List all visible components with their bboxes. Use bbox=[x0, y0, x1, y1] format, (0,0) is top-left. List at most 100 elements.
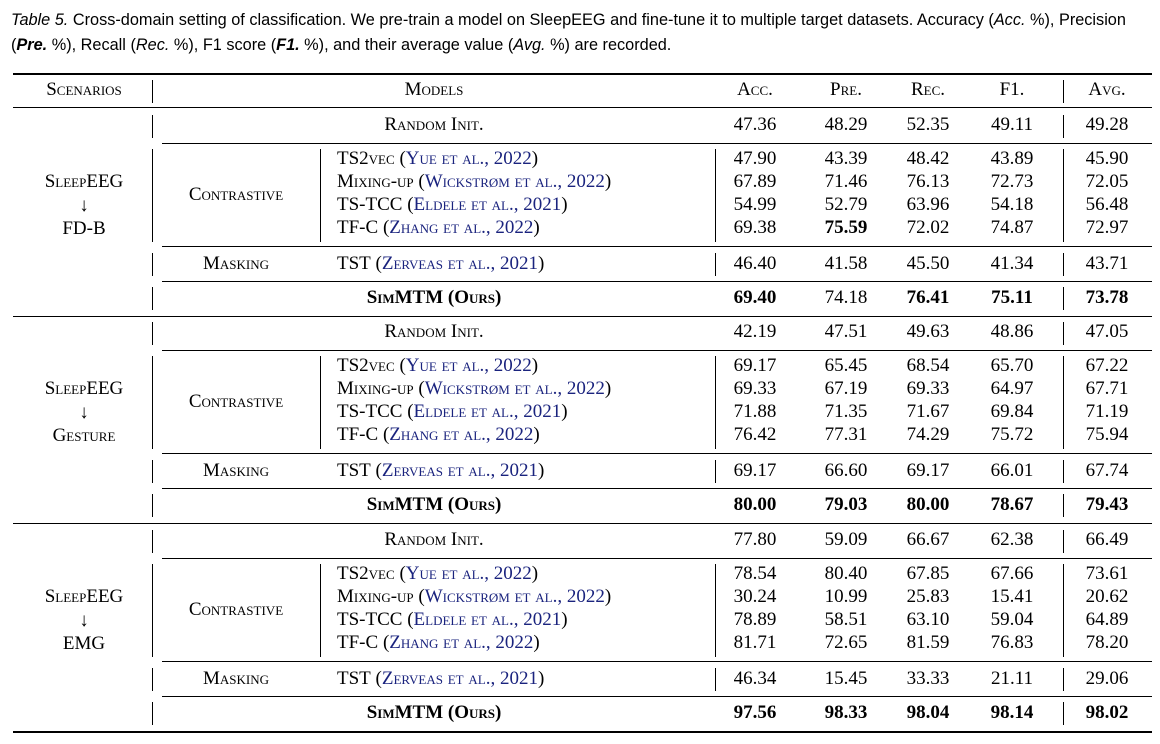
metric-cell: 72.97 bbox=[1085, 217, 1129, 239]
random-init-label: Random Init. bbox=[384, 114, 484, 135]
model-name-text: TS-TCC bbox=[337, 194, 403, 216]
metric-cell: 41.58 bbox=[824, 253, 868, 274]
metric-cell: 52.79 bbox=[824, 194, 868, 216]
scenario-label: SleepEEG bbox=[44, 378, 124, 399]
citation-link[interactable]: Wickstrøm et al., 2022 bbox=[424, 378, 605, 400]
citation-link[interactable]: Eldele et al., 2021 bbox=[413, 401, 562, 423]
column-divider bbox=[320, 356, 321, 449]
metric-cell: 79.03 bbox=[824, 494, 868, 515]
metric-cell: 66.67 bbox=[906, 529, 950, 550]
model-name: TS-TCC (Eldele et al., 2021) bbox=[337, 401, 568, 423]
metric-cell: 65.45 bbox=[824, 355, 868, 376]
metric-cell: 66.49 bbox=[1085, 529, 1129, 550]
metric-cell: 67.22 bbox=[1085, 355, 1129, 376]
metric-cell: 52.35 bbox=[906, 114, 950, 135]
metric-cell: 71.88 bbox=[733, 401, 777, 423]
ours-label: SimMTM (Ours) bbox=[366, 702, 502, 723]
model-name-text: TF-C bbox=[337, 217, 379, 239]
header-scenarios: Scenarios bbox=[46, 79, 122, 100]
metric-cell: 45.90 bbox=[1085, 148, 1129, 169]
model-name-text: TS-TCC bbox=[337, 609, 403, 631]
model-name: TF-C (Zhang et al., 2022) bbox=[337, 217, 540, 239]
caption-segment: Rec. bbox=[135, 36, 170, 54]
citation-link[interactable]: Zhang et al., 2022 bbox=[389, 424, 534, 446]
model-name-text: TF-C bbox=[337, 424, 379, 446]
column-divider bbox=[1063, 530, 1064, 553]
column-divider bbox=[152, 460, 153, 483]
metric-cell: 63.96 bbox=[906, 194, 950, 216]
random-init-label: Random Init. bbox=[384, 321, 484, 342]
citation-link[interactable]: Wickstrøm et al., 2022 bbox=[424, 171, 605, 193]
citation-link[interactable]: Yue et al., 2022 bbox=[405, 148, 532, 169]
column-divider bbox=[1063, 149, 1064, 242]
model-name-text: TST bbox=[337, 253, 371, 274]
column-divider bbox=[152, 322, 153, 345]
column-divider bbox=[152, 356, 153, 449]
citation-link[interactable]: Eldele et al., 2021 bbox=[413, 609, 562, 631]
scenario-label: SleepEEG bbox=[44, 586, 124, 607]
citation-link[interactable]: Zerveas et al., 2021 bbox=[381, 668, 538, 689]
metric-cell: 77.31 bbox=[824, 424, 868, 446]
column-divider bbox=[152, 149, 153, 242]
model-name: TS2vec (Yue et al., 2022) bbox=[337, 355, 539, 376]
random-init-label: Random Init. bbox=[384, 529, 484, 550]
citation-link[interactable]: Yue et al., 2022 bbox=[405, 563, 532, 584]
scenario-label: EMG bbox=[62, 633, 106, 654]
metric-cell: 67.89 bbox=[733, 171, 777, 193]
model-name: TS-TCC (Eldele et al., 2021) bbox=[337, 609, 568, 631]
metric-cell: 43.89 bbox=[990, 148, 1034, 169]
model-name: TS2vec (Yue et al., 2022) bbox=[337, 148, 539, 169]
citation-link[interactable]: Eldele et al., 2021 bbox=[413, 194, 562, 216]
metric-cell: 78.67 bbox=[990, 494, 1034, 515]
metric-cell: 59.09 bbox=[824, 529, 868, 550]
metric-cell: 76.41 bbox=[906, 287, 950, 308]
citation-link[interactable]: Zhang et al., 2022 bbox=[389, 217, 534, 239]
metric-cell: 71.35 bbox=[824, 401, 868, 423]
metric-cell: 67.71 bbox=[1085, 378, 1129, 400]
metric-cell: 47.51 bbox=[824, 321, 868, 342]
metric-cell: 69.17 bbox=[906, 460, 950, 481]
metric-cell: 68.54 bbox=[906, 355, 950, 376]
metric-cell: 69.33 bbox=[733, 378, 777, 400]
rule-line bbox=[162, 558, 1152, 559]
model-name-text: TS2vec bbox=[337, 563, 395, 584]
metric-cell: 98.14 bbox=[990, 702, 1034, 723]
rule-line bbox=[162, 246, 1152, 247]
model-name: TST (Zerveas et al., 2021) bbox=[337, 668, 545, 689]
contrastive-label: Contrastive bbox=[188, 391, 284, 412]
header-metric: Acc. bbox=[737, 79, 773, 100]
citation-link[interactable]: Zhang et al., 2022 bbox=[389, 632, 534, 654]
caption-segment: Acc. bbox=[993, 11, 1026, 29]
header-metric: Avg. bbox=[1088, 79, 1126, 100]
citation-link[interactable]: Zerveas et al., 2021 bbox=[381, 253, 538, 274]
caption-segment: %), Recall ( bbox=[47, 36, 136, 54]
column-divider bbox=[152, 564, 153, 657]
column-divider bbox=[152, 287, 153, 310]
metric-cell: 72.02 bbox=[906, 217, 950, 239]
metric-cell: 79.43 bbox=[1085, 494, 1129, 515]
model-name-text: TST bbox=[337, 668, 371, 689]
metric-cell: 80.40 bbox=[824, 563, 868, 584]
metric-cell: 47.90 bbox=[733, 148, 777, 169]
contrastive-label: Contrastive bbox=[188, 184, 284, 205]
metric-cell: 49.63 bbox=[906, 321, 950, 342]
rule-line bbox=[13, 731, 1152, 733]
column-divider bbox=[152, 253, 153, 276]
metric-cell: 76.13 bbox=[906, 171, 950, 193]
rule-line bbox=[13, 73, 1152, 75]
metric-cell: 64.89 bbox=[1085, 609, 1129, 631]
metric-cell: 77.80 bbox=[733, 529, 777, 550]
header-metric: Rec. bbox=[910, 79, 946, 100]
citation-link[interactable]: Wickstrøm et al., 2022 bbox=[424, 586, 605, 608]
table-caption: Table 5. Cross-domain setting of classif… bbox=[11, 8, 1151, 58]
metric-cell: 43.71 bbox=[1085, 253, 1129, 274]
citation-link[interactable]: Zerveas et al., 2021 bbox=[381, 460, 538, 481]
column-divider bbox=[1063, 564, 1064, 657]
metric-cell: 73.61 bbox=[1085, 563, 1129, 584]
scenario-label: SleepEEG bbox=[44, 171, 124, 192]
metric-cell: 41.34 bbox=[990, 253, 1034, 274]
citation-link[interactable]: Yue et al., 2022 bbox=[405, 355, 532, 376]
metric-cell: 75.72 bbox=[990, 424, 1034, 446]
metric-cell: 64.97 bbox=[990, 378, 1034, 400]
metric-cell: 66.01 bbox=[990, 460, 1034, 481]
